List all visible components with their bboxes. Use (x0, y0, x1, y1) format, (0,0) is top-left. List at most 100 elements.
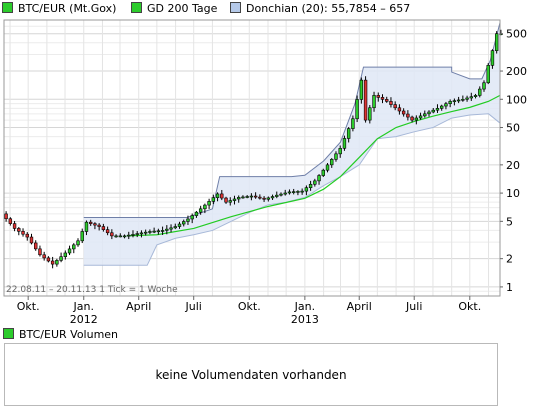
x-tick-label: Okt. (17, 300, 40, 313)
candle (359, 77, 364, 104)
candle-body-down (101, 226, 106, 230)
candle-body-up (173, 226, 177, 229)
candle-body-up (131, 234, 135, 236)
candle (304, 185, 309, 196)
candle (346, 127, 351, 143)
candle-body-up (198, 208, 203, 213)
candle (452, 98, 457, 106)
candle-body-up (321, 169, 325, 176)
candle (152, 227, 156, 234)
candle-body-down (110, 232, 114, 237)
legend-item-price[interactable]: BTC/EUR (Mt.Gox) (2, 0, 116, 18)
candle-body-up (139, 232, 144, 235)
volume-label: BTC/EUR Volumen (19, 328, 119, 341)
candle-body-up (152, 230, 156, 233)
candle (207, 198, 211, 209)
candle (135, 231, 139, 238)
y-tick-label: 1 (506, 281, 513, 294)
candle (334, 151, 338, 162)
candle-body-up (338, 148, 342, 155)
y-axis: 1 2 5 10 20 50 100 200 500 (500, 28, 527, 294)
candle (169, 224, 173, 233)
candle (46, 256, 51, 263)
candle-body-up (279, 193, 283, 196)
candle-body-up (194, 211, 199, 216)
candle (198, 205, 203, 215)
candle (482, 80, 486, 92)
candle-body-down (220, 193, 224, 199)
candle (59, 252, 63, 263)
candle-body-up (241, 196, 245, 199)
candle (76, 238, 80, 247)
candle-body-up (486, 65, 490, 84)
candle (418, 112, 423, 120)
candle (385, 96, 389, 103)
candle (486, 63, 490, 85)
candle-body-up (372, 95, 376, 109)
candle (440, 104, 444, 111)
candle (42, 251, 46, 261)
candle (131, 230, 135, 238)
candle (266, 196, 271, 202)
candle-body-up (291, 191, 296, 193)
candle (177, 221, 182, 229)
candle-body-up (368, 107, 372, 121)
candle (401, 108, 406, 117)
candle (80, 228, 84, 244)
x-tick-year-label: 2012 (70, 313, 98, 326)
candle (17, 226, 21, 236)
candle-body-up (287, 191, 292, 194)
candles (4, 29, 503, 269)
candle-body-up (351, 118, 355, 129)
legend-item-sma200[interactable]: GD 200 Tage (131, 0, 217, 18)
candle (105, 226, 110, 236)
candle (351, 115, 355, 132)
candle-body-up (232, 198, 237, 201)
candle (237, 195, 241, 203)
volume-panel: keine Volumendaten vorhanden (4, 343, 498, 406)
y-tick-label: 10 (506, 187, 520, 200)
candle-body-down (380, 97, 385, 100)
candle-body-down (8, 218, 13, 224)
candle-body-up (317, 175, 321, 182)
x-tick-label: April (347, 300, 372, 313)
volume-legend[interactable]: BTC/EUR Volumen (3, 328, 118, 341)
candle-body-up (270, 196, 275, 199)
candle (283, 189, 287, 196)
candle (363, 76, 368, 123)
candle-body-down (401, 110, 406, 115)
candle-body-down (397, 107, 402, 112)
candle (21, 228, 25, 237)
candle-body-up (461, 98, 465, 101)
candle-body-up (148, 231, 152, 233)
candle (25, 232, 29, 241)
candle (148, 229, 152, 235)
candle-body-down (258, 196, 262, 199)
legend-label: BTC/EUR (Mt.Gox) (18, 2, 117, 15)
sma200-layer (126, 94, 501, 237)
candle-body-up (76, 240, 80, 246)
candle-body-up (325, 164, 330, 171)
candle (262, 196, 266, 202)
candle-body-up (418, 115, 423, 119)
candle-body-up (177, 223, 182, 227)
candle (465, 95, 469, 102)
legend-item-donchian[interactable]: Donchian (20): 55,7854 – 657 (230, 0, 410, 18)
candle (338, 145, 342, 158)
candle-body-up (249, 195, 254, 198)
candle (190, 213, 194, 224)
candle (342, 135, 347, 151)
candle-body-down (363, 79, 368, 121)
candle-body-down (25, 233, 29, 238)
candle (287, 189, 292, 195)
x-tick-label: Okt. (458, 300, 481, 313)
candle (469, 92, 473, 101)
candle (50, 256, 55, 269)
candle-body-up (448, 101, 452, 105)
candle (291, 188, 296, 195)
candle (72, 243, 76, 254)
y-tick-label: 500 (506, 28, 527, 41)
donchian-lower-line (83, 113, 501, 266)
candle-body-up (215, 193, 220, 198)
